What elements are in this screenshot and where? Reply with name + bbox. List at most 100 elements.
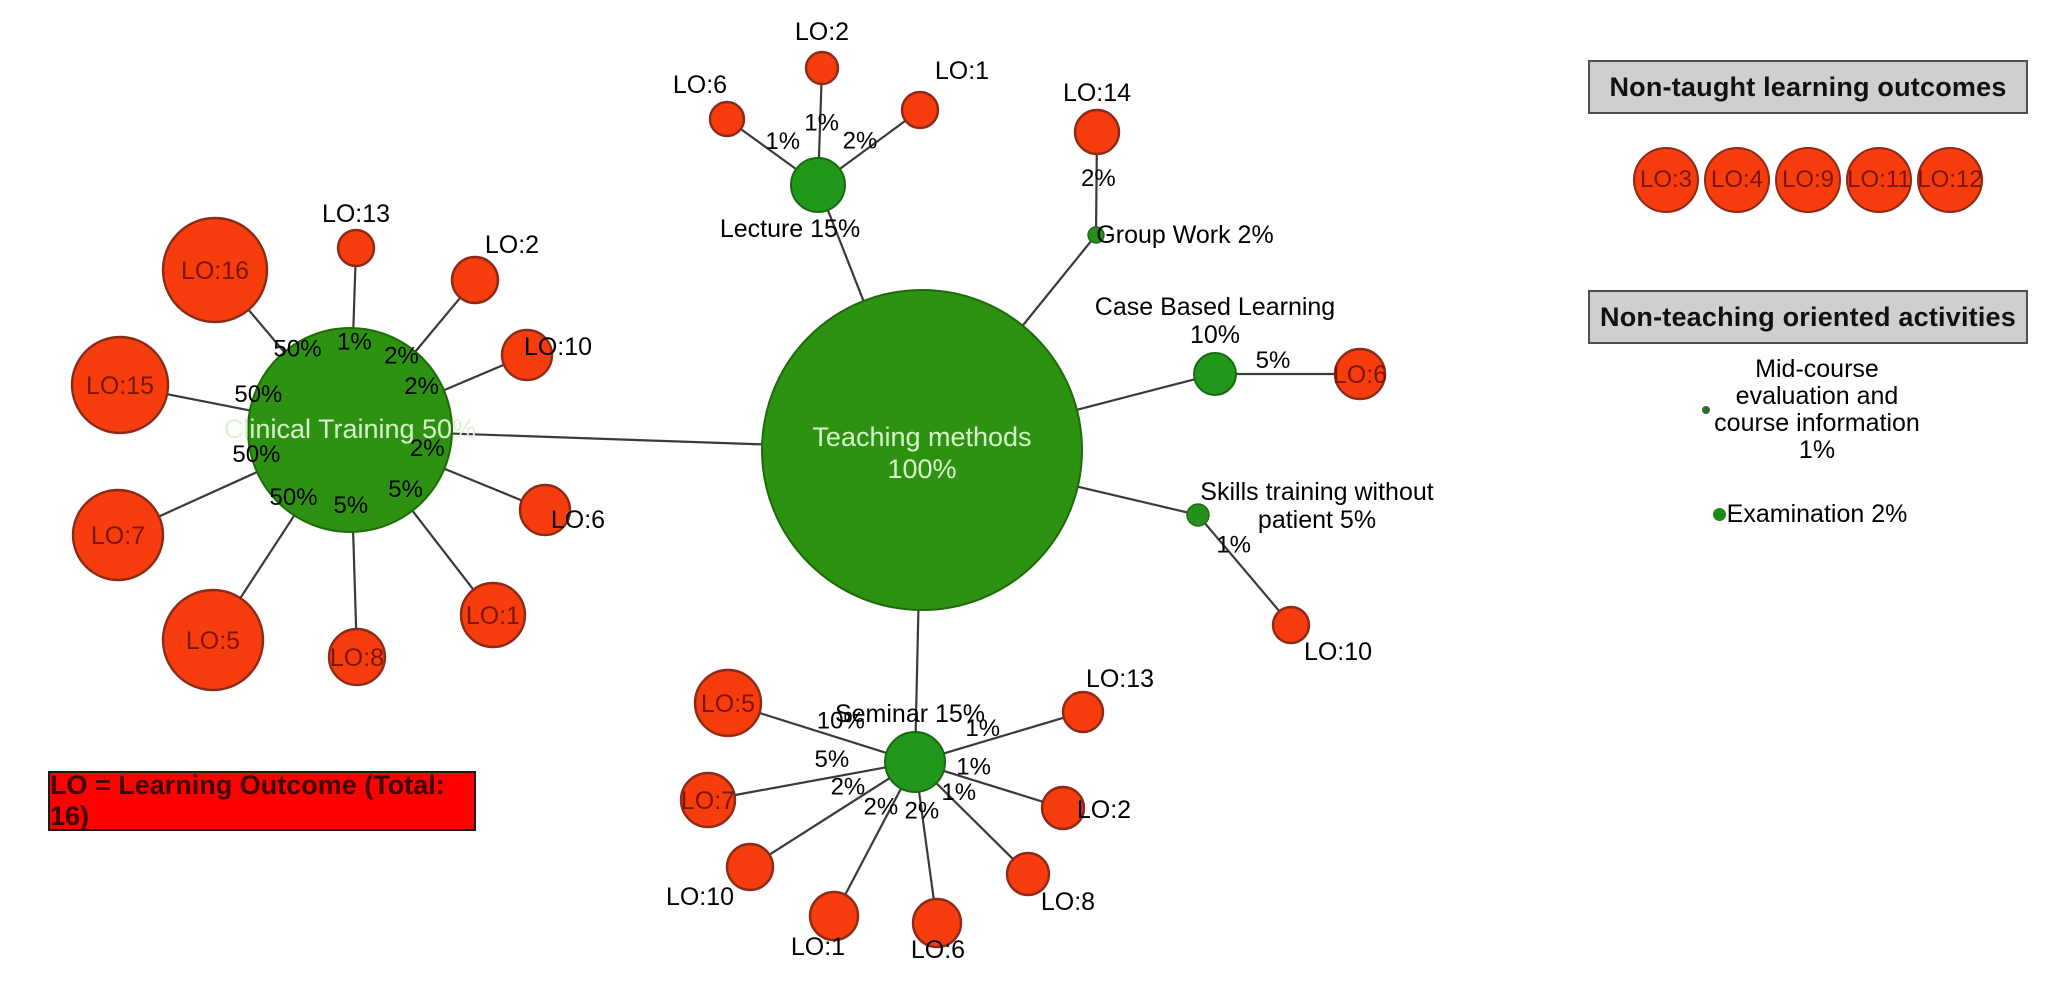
node-label-teaching-methods: Teaching methods 100%	[812, 422, 1031, 484]
node-label-lo-clinical-training-8: LO:2	[485, 231, 539, 259]
edge-label-clinical-training-5: 5%	[388, 476, 423, 503]
legend-lo-circle-lo-12[interactable]: LO:12	[1917, 147, 1983, 213]
edge-clinical-training-to-child-1	[166, 393, 251, 412]
node-lo-clinical-training-7[interactable]	[500, 328, 554, 382]
legend-non-taught-items: LO:3 LO:4 LO:9 LO:11 LO:12	[1588, 145, 2028, 215]
node-lo-clinical-training-8[interactable]	[450, 255, 500, 305]
node-lo-clinical-training-0[interactable]	[161, 216, 269, 324]
node-lo-lecture-2[interactable]	[900, 90, 940, 130]
legend-non-teaching-items: Mid-course evaluation and course informa…	[1588, 356, 2028, 529]
node-case-based-learning[interactable]	[1193, 352, 1237, 396]
edge-label-clinical-training-2: 50%	[232, 441, 280, 468]
legend-item-examination-label: Examination 2%	[1726, 500, 1908, 528]
nodes-layer	[70, 50, 1387, 949]
node-label-lo-clinical-training-9: LO:13	[322, 200, 390, 228]
edge-label-group-work-0: 2%	[1081, 165, 1116, 192]
edge-center-to-group-work	[1021, 240, 1092, 327]
edge-label-clinical-training-0: 50%	[274, 336, 322, 363]
node-lo-seminar-2[interactable]	[725, 842, 775, 892]
legend-non-taught-header: Non-taught learning outcomes	[1588, 60, 2028, 114]
node-lo-clinical-training-6[interactable]	[518, 483, 572, 537]
node-clinical-training[interactable]	[247, 327, 453, 533]
legend-non-taught-title: Non-taught learning outcomes	[1609, 71, 2007, 102]
edge-center-to-seminar	[914, 609, 920, 733]
edge-clinical-training-to-child-2	[158, 471, 258, 518]
edge-label-lecture-1: 1%	[804, 109, 839, 136]
node-label-lo-clinical-training-7: LO:10	[524, 333, 592, 361]
edge-seminar-to-child-4	[917, 791, 935, 900]
node-label-lo-group-work-0: LO:14	[1063, 79, 1131, 107]
legend-lo-circle-lo-3[interactable]: LO:3	[1633, 147, 1699, 213]
edge-skills-training-without-patient-to-child-0	[1204, 522, 1281, 612]
edge-label-clinical-training-3: 50%	[270, 484, 318, 511]
node-label-lo-seminar-0: LO:5	[701, 690, 755, 718]
node-lo-seminar-1[interactable]	[679, 771, 737, 829]
node-lo-clinical-training-5[interactable]	[459, 581, 527, 649]
node-lo-clinical-training-1[interactable]	[70, 335, 170, 435]
node-label-lo-lecture-0: LO:6	[673, 71, 727, 99]
node-label-lo-seminar-3: LO:1	[791, 933, 845, 961]
node-label-skills-training-without-patient: Skills training without patient 5%	[1200, 478, 1433, 534]
node-label-lo-seminar-1: LO:7	[681, 787, 735, 815]
node-lo-lecture-1[interactable]	[804, 50, 840, 86]
edge-label-clinical-training-9: 1%	[337, 328, 372, 355]
node-group-work[interactable]	[1087, 226, 1105, 244]
edge-label-clinical-training-8: 2%	[384, 342, 419, 369]
node-lo-seminar-3[interactable]	[808, 890, 860, 942]
edge-clinical-training-to-child-7	[443, 363, 505, 392]
small-green-dot-icon	[1702, 406, 1711, 414]
edge-center-to-case-based-learning	[1076, 378, 1195, 411]
edge-seminar-to-child-5	[935, 782, 1014, 860]
edge-seminar-to-child-2	[768, 777, 891, 856]
node-lo-lecture-0[interactable]	[708, 100, 746, 138]
node-lo-clinical-training-3[interactable]	[161, 588, 265, 692]
node-lo-seminar-6[interactable]	[1040, 785, 1086, 831]
edge-label-seminar-3: 2%	[863, 794, 898, 821]
labels-layer: 50%50%50%50% 5%5%2%2%2%1%1%1%2%2%5%1%10%5…	[86, 18, 1434, 964]
node-label-lo-clinical-training-2: LO:7	[91, 522, 145, 550]
edge-clinical-training-to-child-0	[247, 309, 286, 353]
node-lecture[interactable]	[790, 157, 846, 213]
green-dot-icon	[1712, 508, 1726, 521]
node-lo-seminar-0[interactable]	[693, 668, 763, 738]
node-label-lo-clinical-training-0: LO:16	[181, 257, 249, 285]
edge-seminar-to-child-6	[943, 769, 1044, 803]
node-lo-seminar-7[interactable]	[1061, 690, 1105, 734]
edge-clinical-training-to-child-6	[443, 467, 523, 502]
node-lo-seminar-5[interactable]	[1005, 851, 1051, 897]
node-label-lo-seminar-6: LO:2	[1077, 796, 1131, 824]
node-lo-seminar-4[interactable]	[911, 897, 963, 949]
node-label-lo-clinical-training-3: LO:5	[186, 627, 240, 655]
edge-center-to-clinical-training	[451, 432, 763, 446]
node-label-lo-clinical-training-6: LO:6	[551, 506, 605, 534]
legend-item-mid-course-evaluation: Mid-course evaluation and course informa…	[1588, 356, 2028, 464]
legend-lo-circle-lo-11[interactable]: LO:11	[1846, 147, 1912, 213]
edge-label-skills-training-without-patient-0: 1%	[1216, 531, 1251, 558]
legend-lo-circle-lo-9[interactable]: LO:9	[1775, 147, 1841, 213]
edge-label-clinical-training-6: 2%	[410, 435, 445, 462]
node-label-lo-clinical-training-4: LO:8	[330, 644, 384, 672]
edge-label-clinical-training-7: 2%	[404, 373, 439, 400]
node-skills-training-without-patient[interactable]	[1186, 503, 1210, 527]
legend-lo-circle-lo-4[interactable]: LO:4	[1704, 147, 1770, 213]
edge-lecture-to-child-2	[839, 119, 907, 170]
node-label-lo-seminar-4: LO:6	[911, 936, 965, 964]
node-teaching-methods[interactable]	[761, 289, 1083, 611]
edges-layer	[158, 83, 1335, 900]
node-label-lo-clinical-training-1: LO:15	[86, 372, 154, 400]
node-lo-case-based-learning-0[interactable]	[1333, 347, 1387, 401]
node-seminar[interactable]	[884, 731, 946, 793]
node-label-case-based-learning: Case Based Learning 10%	[1095, 293, 1335, 349]
node-label-lo-seminar-2: LO:10	[666, 883, 734, 911]
node-lo-clinical-training-9[interactable]	[336, 228, 376, 268]
node-lo-group-work-0[interactable]	[1073, 108, 1121, 156]
node-lo-clinical-training-4[interactable]	[327, 627, 387, 687]
edge-label-lecture-0: 1%	[765, 128, 800, 155]
edge-label-seminar-6: 1%	[956, 753, 991, 780]
edge-group-work-to-child-0	[1094, 153, 1098, 228]
node-lo-clinical-training-2[interactable]	[71, 488, 165, 582]
node-lo-skills-training-without-patient-0[interactable]	[1271, 605, 1311, 645]
edge-label-clinical-training-4: 5%	[333, 492, 368, 519]
